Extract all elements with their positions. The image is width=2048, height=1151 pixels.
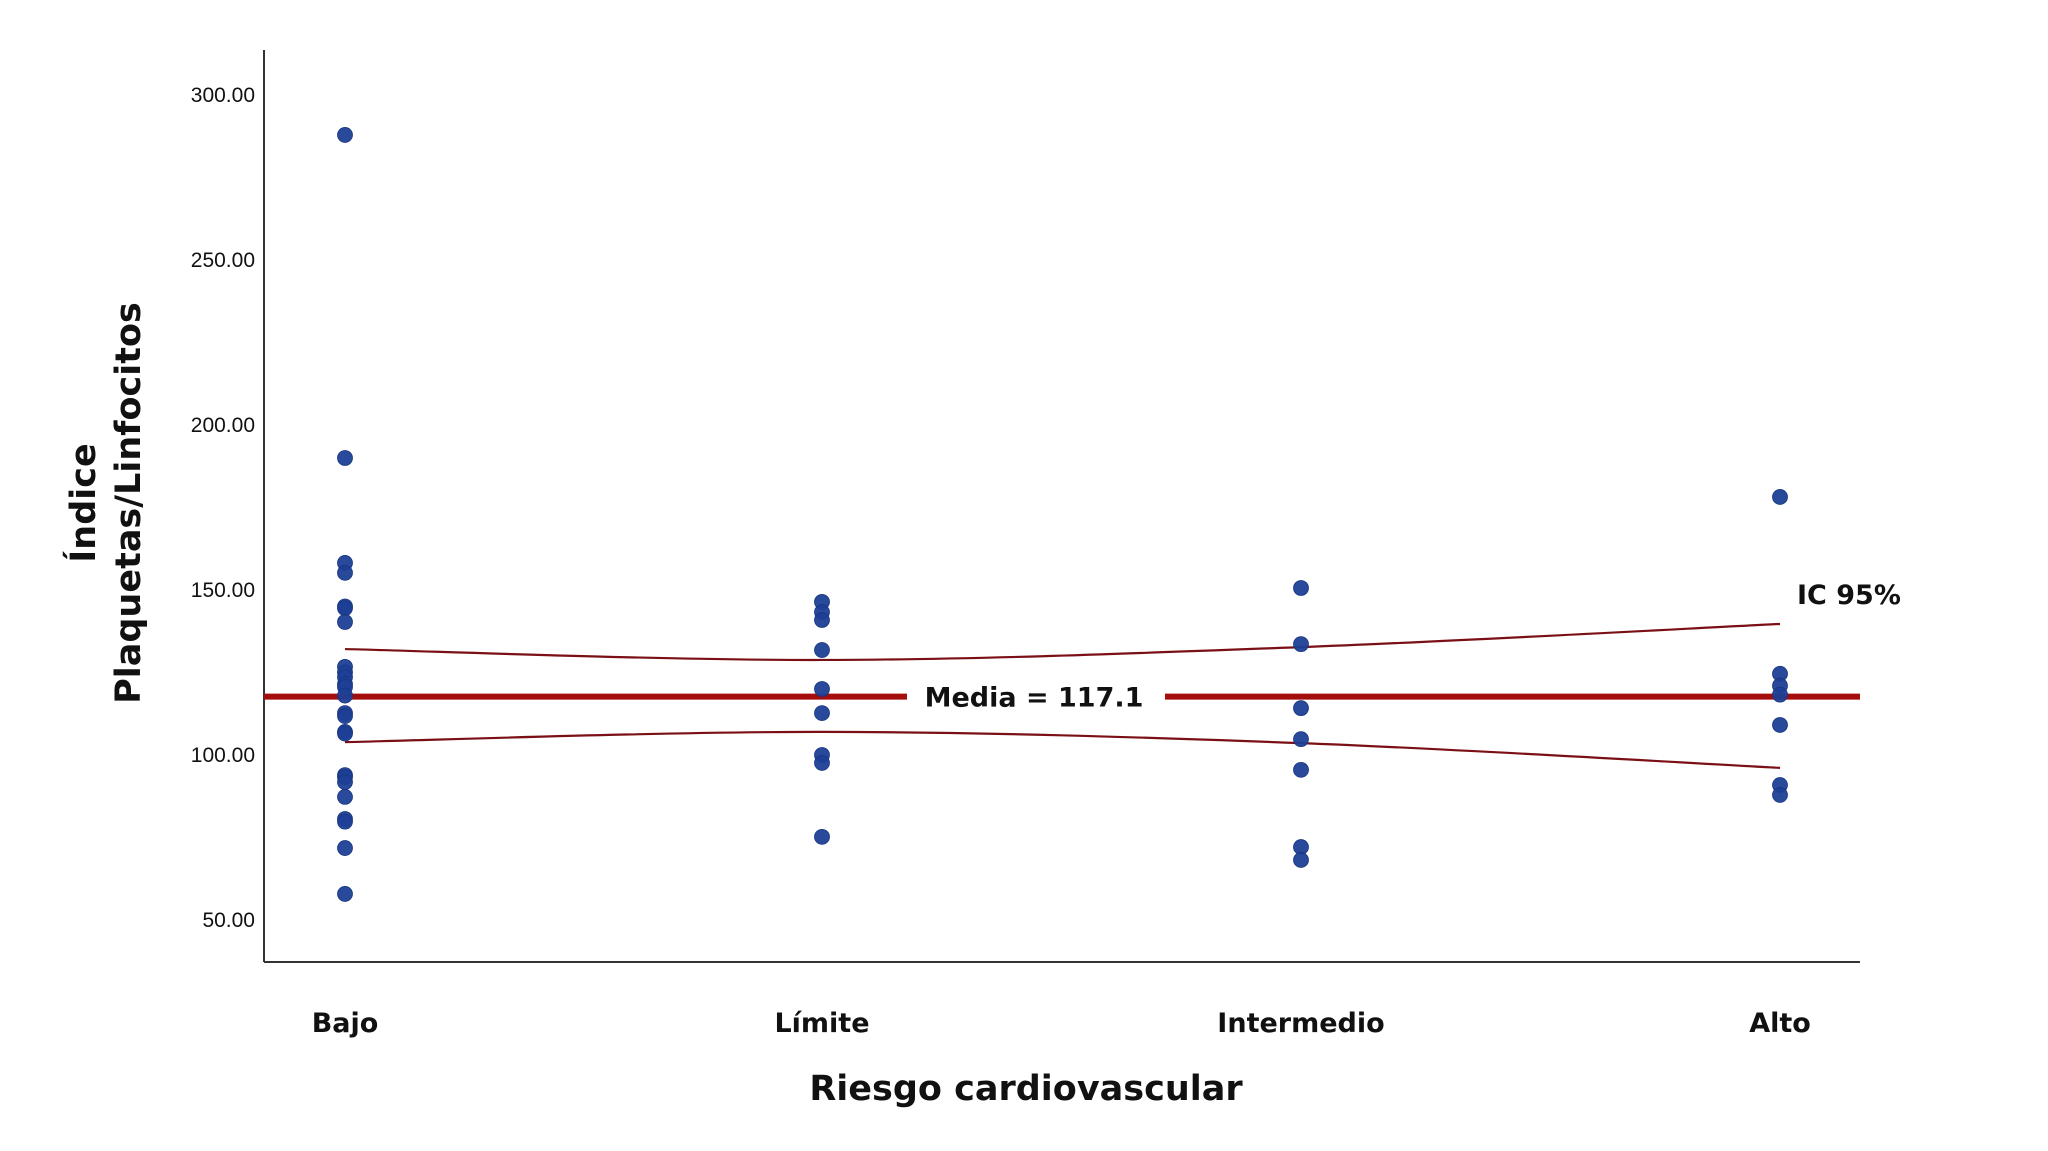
data-point (1772, 717, 1788, 733)
data-point (814, 755, 830, 771)
ci-lower-line (344, 730, 1781, 769)
data-point (814, 705, 830, 721)
category-label: Intermedio (1217, 1008, 1384, 1039)
category-label: Límite (774, 1008, 869, 1039)
data-point (337, 813, 353, 830)
data-point (814, 642, 830, 658)
y-tick-labels: 50.00 100.00 150.00 200.00 250.00 300.00 (191, 84, 255, 932)
confidence-interval-lines (344, 622, 1781, 769)
data-point (337, 614, 353, 630)
y-tick-label: 150.00 (191, 579, 255, 602)
y-axis-title-line-2: Plaquetas/Linfocitos (109, 302, 149, 704)
data-point (1772, 787, 1788, 803)
y-tick-label: 50.00 (202, 909, 255, 932)
data-point (1293, 731, 1309, 748)
data-point (337, 725, 353, 742)
category-label: Bajo (312, 1008, 379, 1039)
data-point (1293, 700, 1309, 717)
data-point (814, 828, 830, 845)
data-point (337, 450, 353, 466)
data-point (1772, 686, 1788, 703)
data-point (337, 774, 353, 790)
data-point (337, 789, 353, 805)
data-point (337, 127, 353, 143)
data-point (337, 600, 353, 617)
y-tick-label: 100.00 (191, 744, 255, 767)
data-point (814, 612, 830, 628)
category-label: Alto (1749, 1008, 1811, 1039)
mean-label: Media = 117.1 (925, 683, 1144, 714)
data-point (337, 708, 353, 724)
data-point (1293, 761, 1309, 778)
data-point (337, 564, 353, 581)
ci-upper-line (344, 622, 1781, 662)
y-tick-label: 300.00 (191, 84, 255, 107)
data-points (337, 127, 1788, 902)
data-point (814, 681, 830, 697)
y-tick-label: 200.00 (191, 414, 255, 437)
y-tick-label: 250.00 (191, 249, 255, 272)
data-point (1293, 580, 1309, 596)
ci-label: IC 95% (1797, 580, 1901, 611)
data-point (1293, 636, 1309, 653)
x-axis-title: Riesgo cardiovascular (809, 1069, 1243, 1109)
data-point (337, 840, 353, 856)
category-labels: Bajo Límite Intermedio Alto (312, 1008, 1811, 1039)
y-axis-title: Índice Plaquetas/Linfocitos (62, 302, 149, 704)
data-point (1772, 489, 1788, 505)
y-axis-title-line-1: Índice (62, 443, 104, 562)
data-point (337, 687, 353, 704)
data-point (337, 886, 353, 902)
data-point (1293, 852, 1309, 868)
axes (263, 50, 1860, 963)
